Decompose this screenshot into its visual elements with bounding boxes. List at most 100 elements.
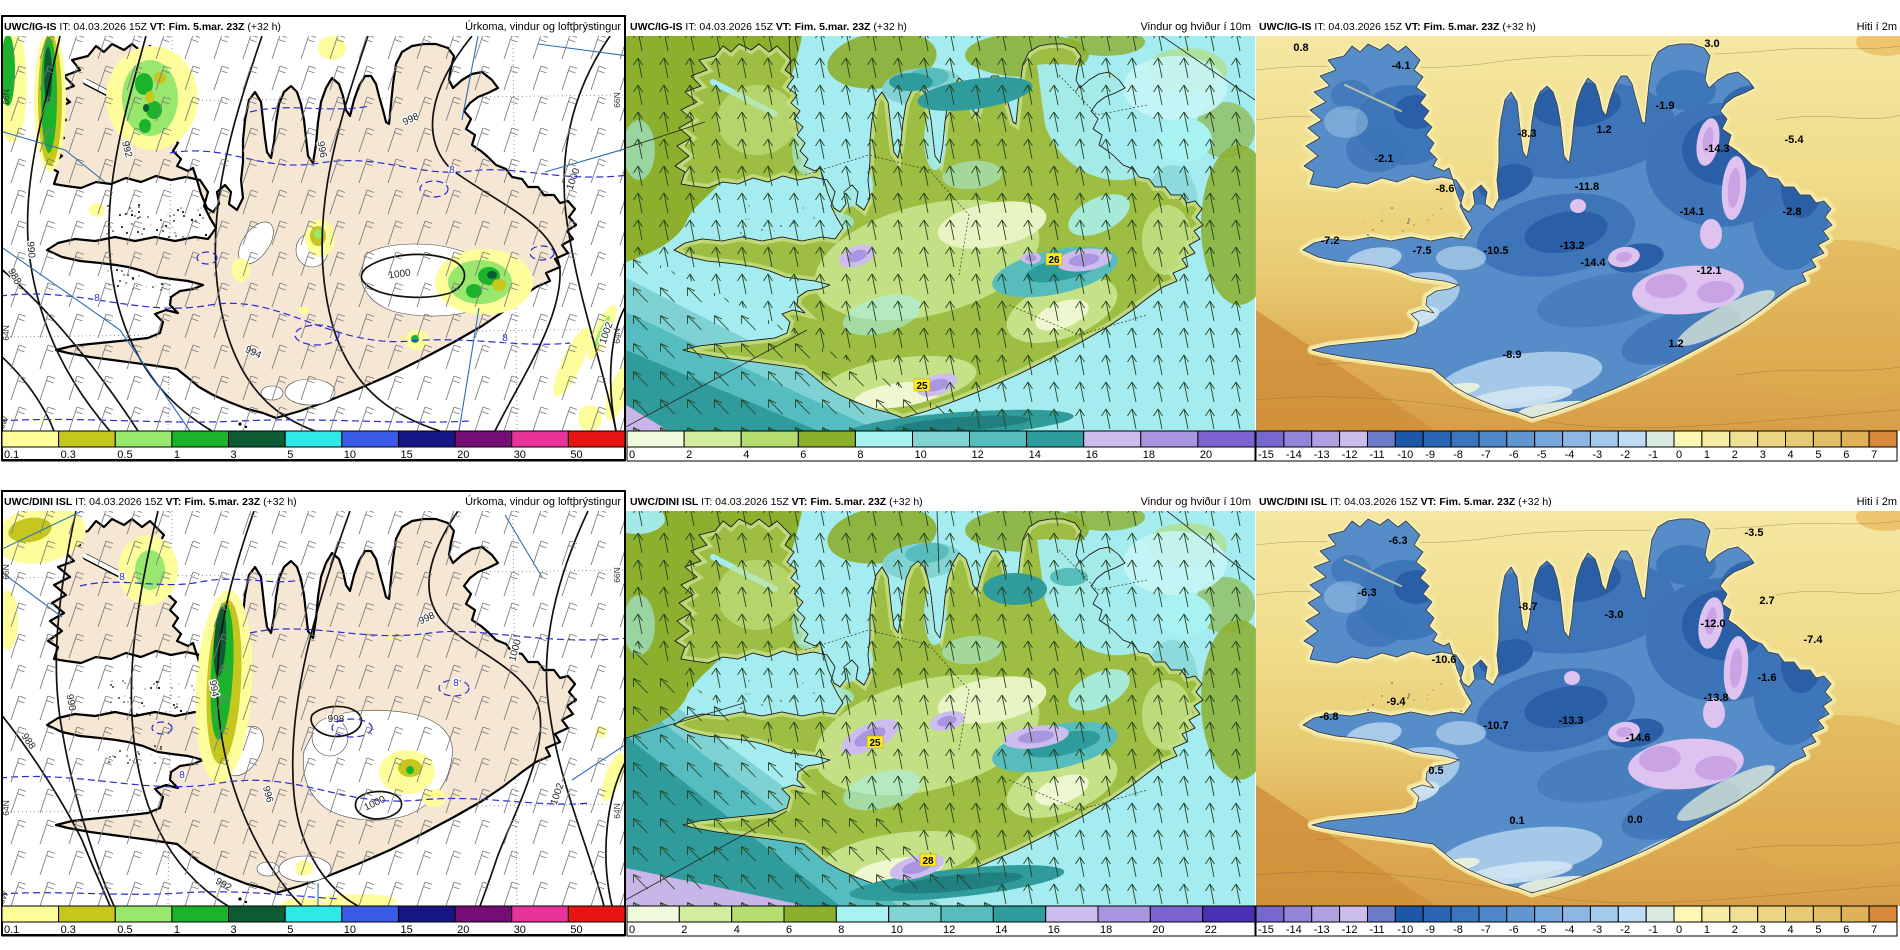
svg-text:15: 15 bbox=[401, 449, 413, 461]
svg-text:-8.7: -8.7 bbox=[1519, 601, 1538, 613]
svg-text:23W: 23W bbox=[0, 890, 11, 910]
svg-text:-11: -11 bbox=[1370, 924, 1385, 936]
svg-text:3: 3 bbox=[1760, 924, 1766, 936]
svg-text:-12: -12 bbox=[1342, 924, 1358, 936]
svg-text:4: 4 bbox=[743, 449, 749, 461]
svg-text:-8: -8 bbox=[1453, 449, 1463, 461]
svg-text:-1: -1 bbox=[1648, 449, 1658, 461]
svg-text:15: 15 bbox=[401, 924, 413, 936]
svg-text:0.3: 0.3 bbox=[61, 924, 76, 936]
svg-text:-6.3: -6.3 bbox=[1389, 535, 1408, 547]
svg-text:10: 10 bbox=[915, 449, 927, 461]
svg-text:0.1: 0.1 bbox=[4, 449, 19, 461]
svg-text:-5: -5 bbox=[1537, 449, 1547, 461]
svg-text:0: 0 bbox=[1676, 924, 1682, 936]
svg-text:-9: -9 bbox=[1425, 449, 1435, 461]
svg-text:-8: -8 bbox=[1453, 924, 1463, 936]
svg-text:-14.3: -14.3 bbox=[1704, 143, 1729, 155]
svg-text:30: 30 bbox=[514, 924, 526, 936]
svg-text:1: 1 bbox=[1704, 924, 1710, 936]
svg-text:-13.8: -13.8 bbox=[1703, 692, 1728, 704]
svg-text:-2.8: -2.8 bbox=[1783, 206, 1802, 218]
svg-text:Hiti í 2m: Hiti í 2m bbox=[1857, 496, 1897, 508]
svg-text:4: 4 bbox=[1788, 924, 1794, 936]
svg-text:-13: -13 bbox=[1314, 924, 1330, 936]
svg-text:Hiti í 2m: Hiti í 2m bbox=[1857, 21, 1897, 33]
svg-text:14: 14 bbox=[995, 924, 1007, 936]
svg-text:4: 4 bbox=[1788, 449, 1794, 461]
svg-text:-6.3: -6.3 bbox=[1358, 587, 1377, 599]
svg-text:0.0: 0.0 bbox=[1627, 814, 1642, 826]
svg-text:0.1: 0.1 bbox=[4, 924, 19, 936]
svg-text:-3: -3 bbox=[1592, 449, 1602, 461]
svg-text:Úrkoma, vindur og loftþrýsting: Úrkoma, vindur og loftþrýstingur bbox=[465, 495, 621, 508]
svg-text:1: 1 bbox=[1704, 449, 1710, 461]
svg-text:UWC/IG-IS IT: 04.03.2026 15Z V: UWC/IG-IS IT: 04.03.2026 15Z VT: Fim. 5.… bbox=[4, 21, 281, 33]
svg-text:8: 8 bbox=[857, 449, 863, 461]
svg-text:6: 6 bbox=[786, 924, 792, 936]
svg-text:14: 14 bbox=[1029, 449, 1041, 461]
svg-text:-11: -11 bbox=[1370, 449, 1385, 461]
svg-text:-7.4: -7.4 bbox=[1804, 634, 1824, 646]
svg-text:64N: 64N bbox=[1, 325, 11, 341]
svg-text:3.0: 3.0 bbox=[1704, 38, 1719, 50]
svg-text:-10.6: -10.6 bbox=[1431, 654, 1456, 666]
svg-text:4: 4 bbox=[734, 924, 740, 936]
svg-text:-13: -13 bbox=[1314, 449, 1330, 461]
svg-text:-12.0: -12.0 bbox=[1700, 618, 1725, 630]
svg-text:-4: -4 bbox=[1565, 449, 1575, 461]
svg-text:20: 20 bbox=[1200, 449, 1212, 461]
svg-text:5: 5 bbox=[1815, 924, 1821, 936]
svg-text:1.2: 1.2 bbox=[1596, 124, 1611, 136]
svg-text:-12.1: -12.1 bbox=[1696, 265, 1721, 277]
svg-text:0.5: 0.5 bbox=[117, 449, 132, 461]
svg-text:10: 10 bbox=[344, 449, 356, 461]
svg-text:-6.8: -6.8 bbox=[1320, 711, 1339, 723]
svg-text:5: 5 bbox=[287, 449, 293, 461]
svg-text:-3.0: -3.0 bbox=[1605, 609, 1624, 621]
svg-text:UWC/DINI ISL IT: 04.03.2026 15: UWC/DINI ISL IT: 04.03.2026 15Z VT: Fim.… bbox=[4, 496, 297, 508]
svg-text:25: 25 bbox=[869, 738, 881, 749]
svg-text:6: 6 bbox=[800, 449, 806, 461]
svg-text:-11.8: -11.8 bbox=[1575, 181, 1599, 193]
svg-text:-1.9: -1.9 bbox=[1656, 100, 1675, 112]
svg-text:-6: -6 bbox=[1509, 924, 1519, 936]
svg-text:10: 10 bbox=[344, 924, 356, 936]
svg-text:-8.9: -8.9 bbox=[1503, 349, 1522, 361]
svg-text:-10.7: -10.7 bbox=[1483, 720, 1508, 732]
svg-text:20: 20 bbox=[457, 449, 469, 461]
svg-text:-15: -15 bbox=[1258, 449, 1274, 461]
svg-text:8: 8 bbox=[838, 924, 844, 936]
svg-text:16: 16 bbox=[1048, 924, 1060, 936]
svg-text:-5: -5 bbox=[1537, 924, 1547, 936]
svg-text:7: 7 bbox=[1871, 924, 1877, 936]
svg-text:6: 6 bbox=[1843, 449, 1849, 461]
svg-text:-14.6: -14.6 bbox=[1625, 732, 1650, 744]
svg-text:-1.6: -1.6 bbox=[1758, 672, 1777, 684]
svg-text:-3.5: -3.5 bbox=[1745, 527, 1764, 539]
svg-text:-7.5: -7.5 bbox=[1413, 245, 1432, 257]
svg-text:16: 16 bbox=[1086, 449, 1098, 461]
svg-text:-2.1: -2.1 bbox=[1375, 153, 1394, 165]
svg-text:-6: -6 bbox=[1509, 449, 1519, 461]
svg-text:64N: 64N bbox=[1, 800, 11, 816]
svg-text:0.1: 0.1 bbox=[1509, 815, 1524, 827]
svg-text:UWC/DINI ISL IT: 04.03.2026 15: UWC/DINI ISL IT: 04.03.2026 15Z VT: Fim.… bbox=[630, 496, 923, 508]
svg-text:5: 5 bbox=[1815, 449, 1821, 461]
svg-text:-14.1: -14.1 bbox=[1679, 206, 1704, 218]
svg-text:UWC/IG-IS IT: 04.03.2026 15Z V: UWC/IG-IS IT: 04.03.2026 15Z VT: Fim. 5.… bbox=[630, 21, 907, 33]
svg-text:-3: -3 bbox=[1592, 924, 1602, 936]
svg-text:-10: -10 bbox=[1397, 924, 1413, 936]
svg-text:Vindur og hviður í 10m: Vindur og hviður í 10m bbox=[1141, 21, 1251, 33]
svg-text:-7: -7 bbox=[1481, 449, 1491, 461]
svg-text:6: 6 bbox=[1843, 924, 1849, 936]
svg-text:2.7: 2.7 bbox=[1759, 595, 1774, 607]
svg-text:-7: -7 bbox=[1481, 924, 1491, 936]
svg-text:1: 1 bbox=[174, 449, 180, 461]
svg-text:12: 12 bbox=[972, 449, 984, 461]
svg-text:10: 10 bbox=[891, 924, 903, 936]
svg-text:-10.5: -10.5 bbox=[1483, 245, 1508, 257]
svg-text:-5.4: -5.4 bbox=[1785, 134, 1805, 146]
svg-text:20: 20 bbox=[1152, 924, 1164, 936]
svg-text:-13.2: -13.2 bbox=[1559, 240, 1584, 252]
